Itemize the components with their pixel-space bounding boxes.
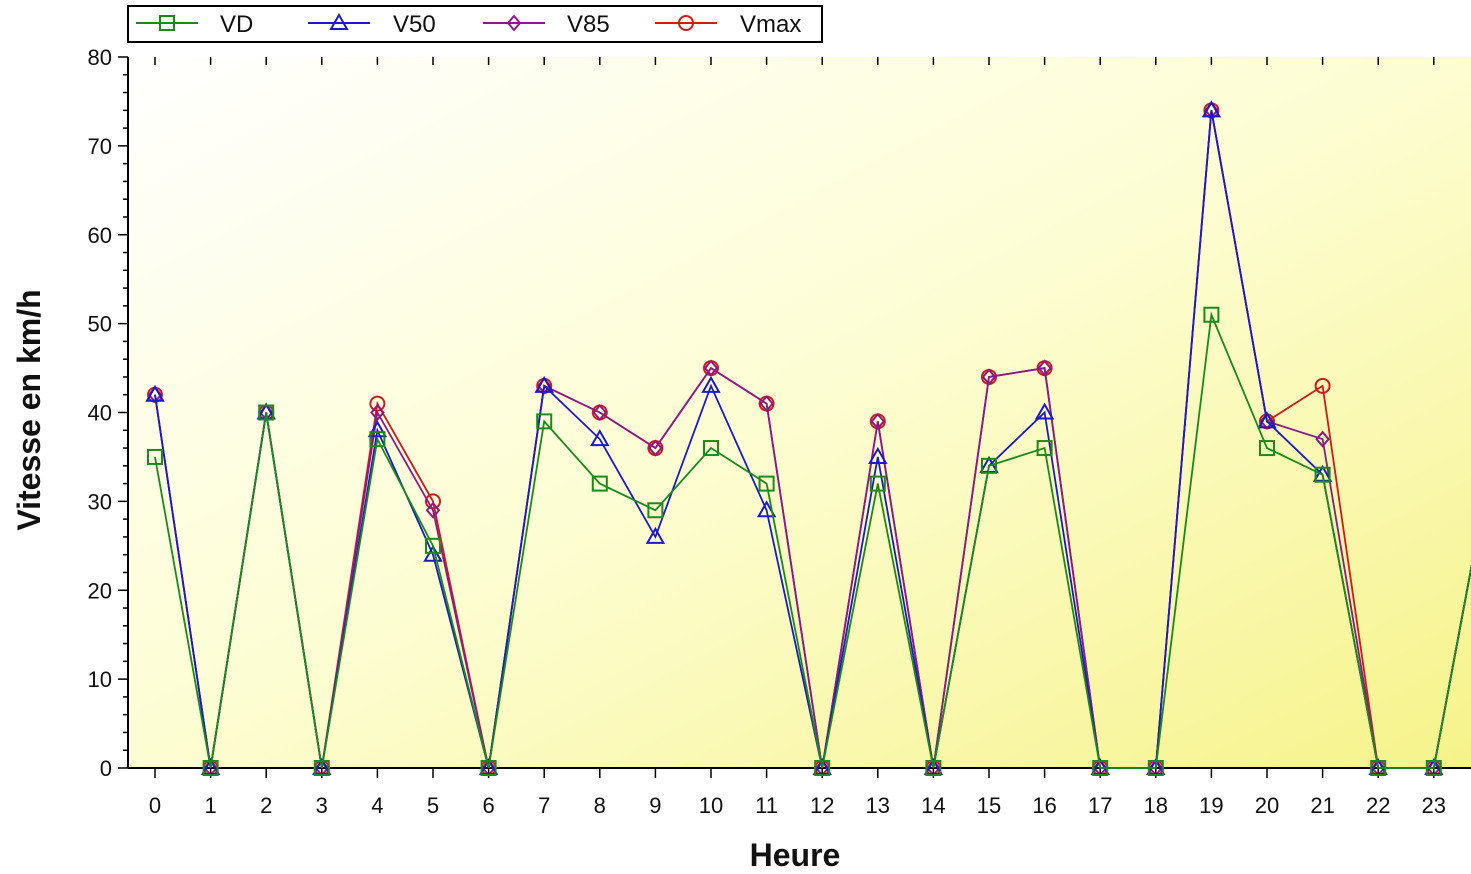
data-point-vd	[703, 440, 719, 457]
data-point-v50	[645, 526, 666, 544]
data-point-vmax	[1314, 377, 1331, 394]
legend-label-v50: V50	[393, 11, 436, 38]
x-tick-label: 4	[371, 793, 383, 818]
data-point-vd	[480, 760, 497, 776]
x-axis-title: Heure	[750, 837, 841, 873]
data-point-v85	[703, 359, 719, 377]
data-point-v50	[701, 375, 721, 393]
data-point-v50	[756, 500, 777, 518]
x-tick-label: 8	[594, 793, 606, 818]
data-point-v50	[590, 429, 610, 447]
x-tick-label: 10	[699, 793, 723, 818]
data-point-vd	[1036, 440, 1053, 457]
data-point-vd	[147, 448, 163, 465]
legend-label-vmax: Vmax	[740, 11, 801, 38]
y-tick-label: 0	[100, 756, 112, 781]
data-point-v85	[1037, 359, 1052, 377]
x-tick-label: 19	[1199, 793, 1223, 818]
data-point-vd	[1425, 760, 1442, 776]
x-tick-label: 21	[1310, 793, 1334, 818]
data-point-v50	[1201, 100, 1222, 118]
x-tick-label: 6	[482, 793, 494, 818]
legend-marker-vmax	[678, 15, 694, 31]
data-point-vd	[1259, 440, 1275, 457]
data-point-v85	[370, 403, 385, 422]
x-tick-label: 22	[1366, 793, 1390, 818]
data-point-vd	[758, 475, 775, 492]
legend-label-vd: VD	[220, 11, 253, 38]
legend-marker-v85	[506, 14, 522, 32]
data-point-v85	[759, 395, 774, 413]
x-tick-label: 1	[204, 793, 216, 818]
data-point-vd	[981, 457, 997, 474]
data-point-v50	[145, 384, 165, 402]
legend-marker-vd	[159, 15, 175, 31]
data-point-vd	[1147, 760, 1164, 776]
x-tick-label: 17	[1088, 793, 1112, 818]
series-vd	[147, 306, 1471, 776]
legend-marker-v50	[329, 12, 349, 30]
data-point-vd	[425, 537, 441, 554]
x-tick-label: 18	[1144, 793, 1168, 818]
data-point-vd	[869, 475, 886, 492]
x-tick-label: 15	[977, 793, 1001, 818]
data-point-vd	[258, 404, 275, 421]
x-tick-label: 9	[649, 793, 661, 818]
x-tick-label: 3	[316, 793, 328, 818]
legend-label-v85: V85	[567, 11, 610, 38]
y-tick-label: 70	[88, 134, 112, 159]
x-tick-label: 13	[866, 793, 890, 818]
data-point-v85	[592, 403, 608, 422]
x-tick-label: 23	[1422, 793, 1446, 818]
data-point-vd	[647, 502, 664, 519]
x-tick-label: 11	[755, 793, 778, 818]
data-point-vd	[1203, 306, 1220, 323]
data-point-vd	[1314, 466, 1331, 483]
data-point-vd	[536, 413, 553, 430]
x-tick-label: 16	[1032, 793, 1056, 818]
data-point-v50	[1034, 402, 1055, 420]
data-point-v85	[648, 439, 663, 457]
x-tick-label: 0	[149, 793, 161, 818]
x-tick-label: 7	[538, 793, 550, 818]
series-layer	[145, 100, 1471, 777]
y-tick-label: 60	[88, 223, 112, 248]
legend-entries: VD V50 V85 Vmax	[136, 11, 801, 38]
x-tick-label: 5	[427, 793, 439, 818]
data-point-vmax	[425, 493, 441, 510]
y-tick-label: 10	[88, 667, 112, 692]
data-point-v50	[367, 420, 388, 438]
x-tick-label: 2	[260, 793, 272, 818]
data-point-vd	[202, 760, 219, 776]
data-point-v50	[534, 375, 554, 393]
data-point-v50	[1257, 411, 1277, 429]
data-point-vd	[591, 475, 608, 492]
legend: VD V50 V85 Vmax	[127, 5, 823, 43]
x-tick-label: 14	[921, 793, 945, 818]
y-tick-label: 40	[88, 401, 112, 426]
y-tick-label: 30	[88, 489, 112, 514]
y-tick-label: 50	[88, 312, 112, 337]
x-tick-label: 12	[810, 793, 834, 818]
data-point-vd	[313, 760, 330, 776]
data-point-vmax	[369, 395, 386, 412]
data-point-vd	[369, 431, 386, 448]
y-axis-title: Vitesse en km/h	[11, 289, 47, 530]
data-point-v85	[981, 368, 997, 386]
y-tick-label: 80	[88, 45, 112, 70]
y-tick-label: 20	[88, 578, 112, 603]
data-point-v85	[1315, 430, 1330, 448]
data-point-vd	[1092, 760, 1109, 776]
data-point-vd	[925, 760, 942, 776]
series-line-vd	[154, 311, 1471, 769]
data-point-vd	[814, 760, 831, 776]
data-point-v50	[868, 446, 888, 464]
data-point-v85	[425, 501, 441, 519]
data-point-vd	[1370, 760, 1387, 776]
data-point-v85	[870, 412, 886, 430]
x-tick-label: 20	[1255, 793, 1279, 818]
